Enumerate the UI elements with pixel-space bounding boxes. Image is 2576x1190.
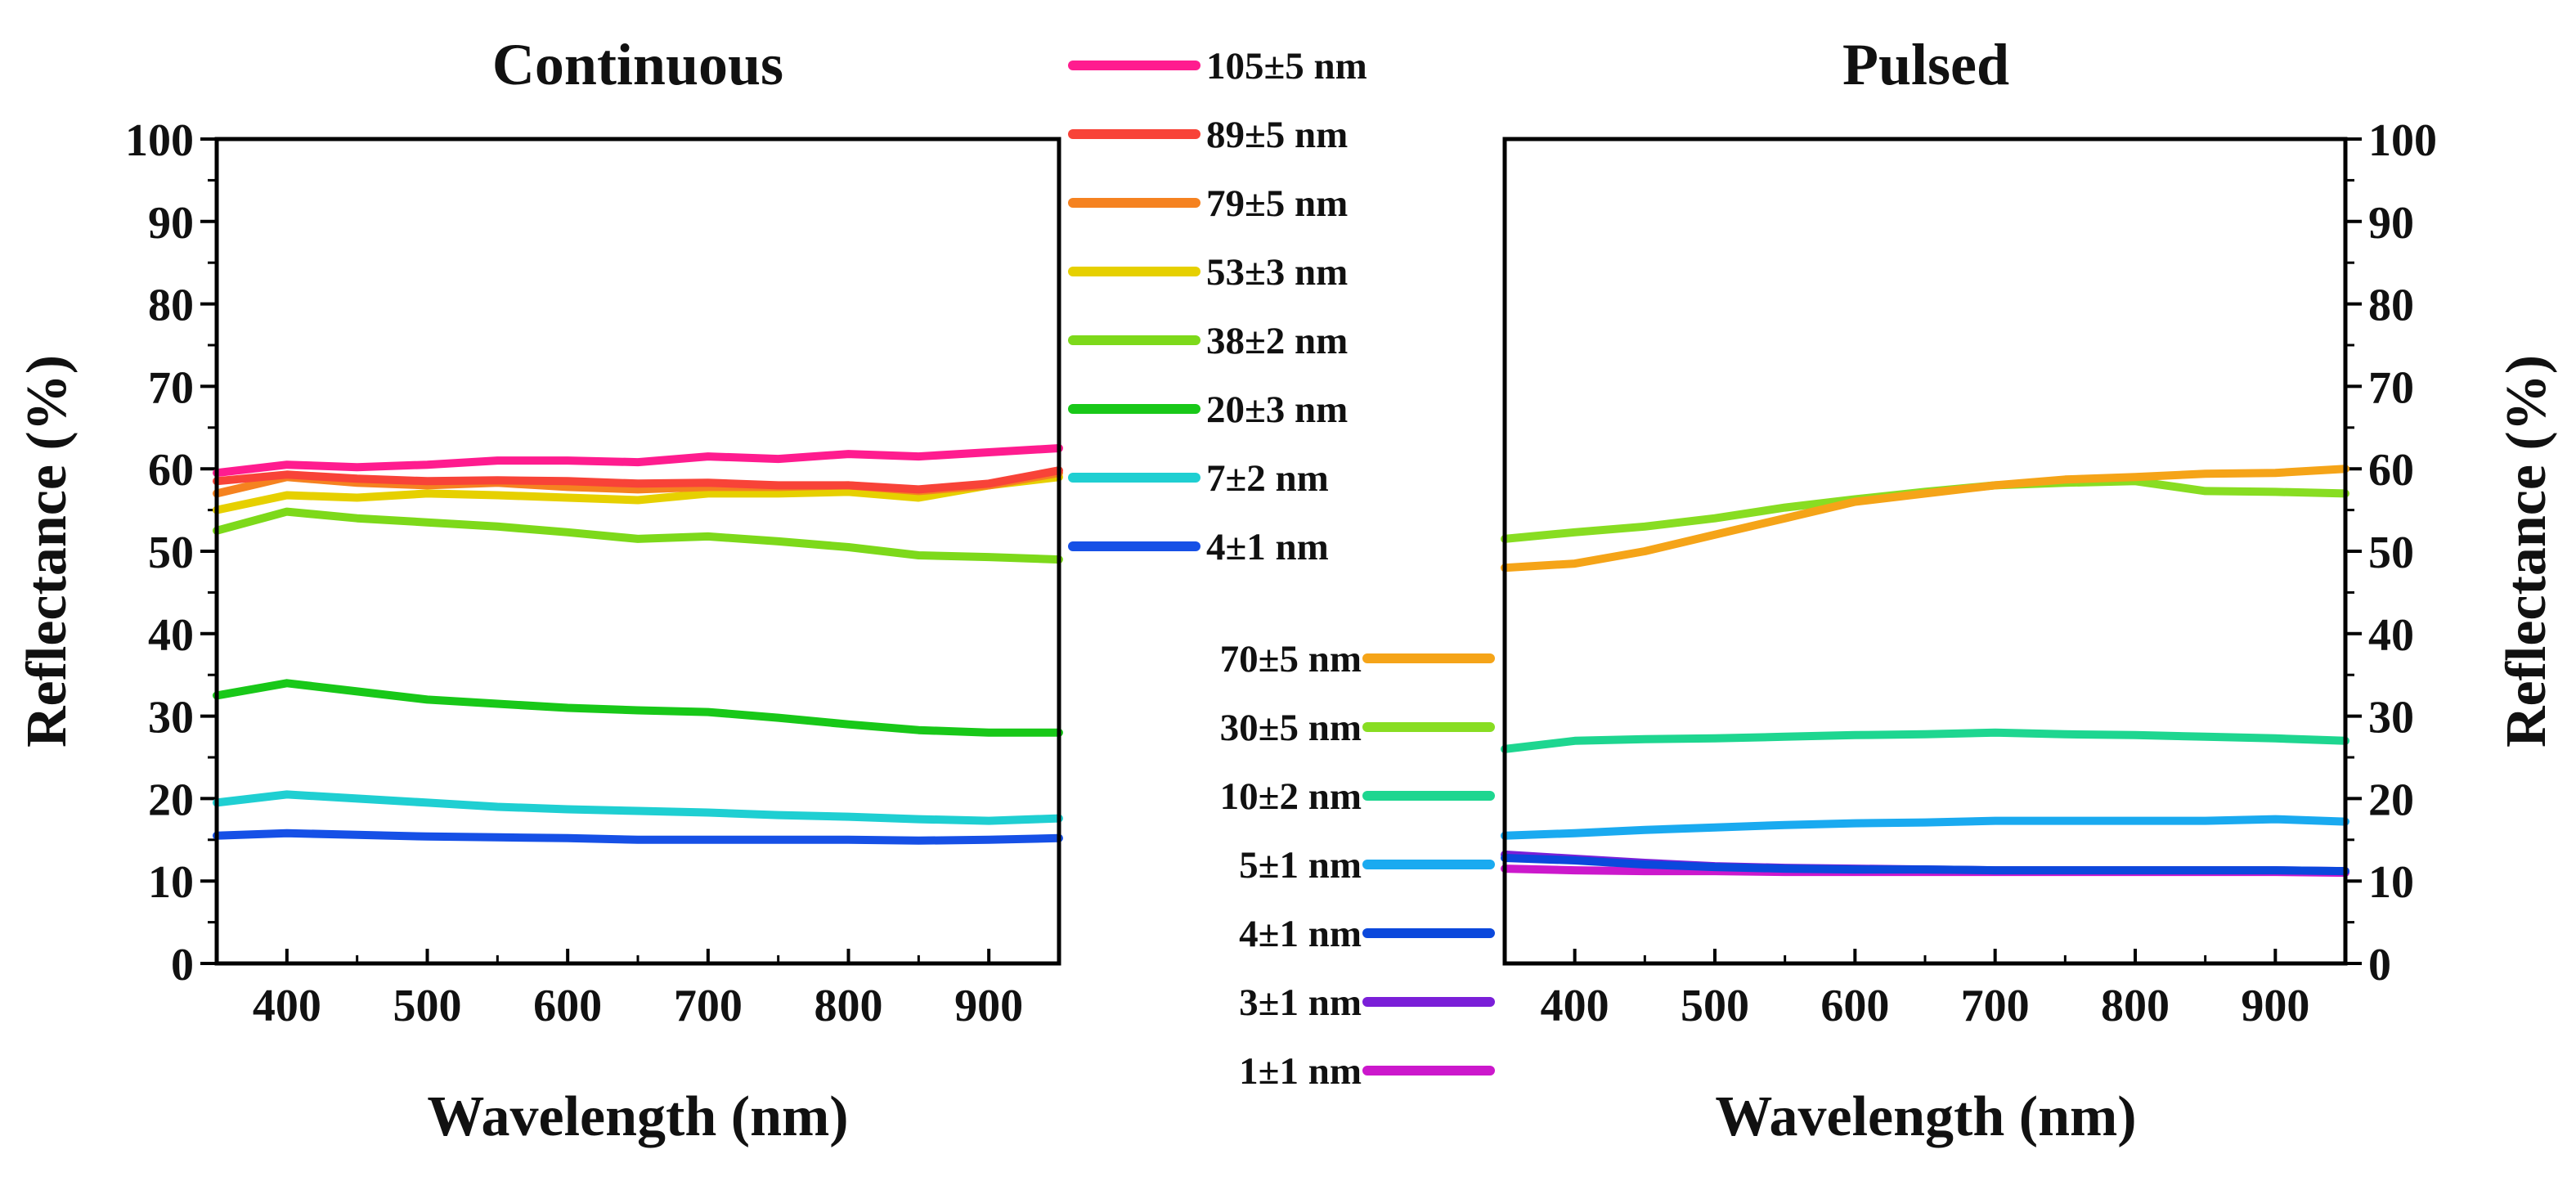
legend-label: 1±1 nm — [1239, 1050, 1362, 1093]
series-line-pulsed-10-pm-2-nm — [1501, 728, 2349, 753]
pulsed-x-tick-label: 600 — [1820, 981, 1889, 1031]
legend-item-pulsed-4-pm-1-nm: 4±1 nm — [1239, 913, 1495, 955]
series-line-continuous-20-pm-3-nm — [213, 679, 1063, 737]
continuous-y-tick-label: 60 — [148, 445, 194, 496]
continuous-plot-frame — [214, 137, 1061, 966]
continuous-x-axis-label: Wavelength (nm) — [427, 1085, 848, 1148]
pulsed-x-tick-label: 900 — [2241, 981, 2309, 1031]
legend-label: 105±5 nm — [1206, 45, 1367, 88]
pulsed-y-tick-label: 90 — [2368, 198, 2414, 249]
series-line-continuous-105-pm-5-nm — [213, 444, 1063, 478]
pulsed-y-tick-label: 10 — [2368, 857, 2414, 908]
legend-label: 38±2 nm — [1206, 320, 1348, 362]
legend-item-pulsed-5-pm-1-nm: 5±1 nm — [1239, 844, 1495, 887]
legend-label: 89±5 nm — [1206, 114, 1348, 156]
continuous-y-tick-label: 70 — [148, 362, 194, 413]
pulsed-y-tick-label: 0 — [2368, 940, 2391, 990]
pulsed-legend: 70±5 nm 30±5 nm 10±2 nm 5±1 nm 4±1 nm 3±1 nm 1… — [1220, 638, 1495, 1093]
pulsed-y-tick-label: 30 — [2368, 693, 2414, 743]
pulsed-ticks: 400 500 600 700 800 900 0 10 20 30 40 50 60 70 80 90 100 — [1503, 115, 2437, 1031]
legend-item-pulsed-30-pm-5-nm: 30±5 nm — [1220, 707, 1495, 749]
continuous-legend: 105±5 nm 89±5 nm 79±5 nm 53±3 nm 38±2 nm 20±3… — [1068, 45, 1367, 568]
legend-item-continuous-4-pm-1-nm: 4±1 nm — [1068, 526, 1329, 568]
legend-item-pulsed-1-pm-1-nm: 1±1 nm — [1239, 1050, 1495, 1093]
pulsed-y-tick-label: 50 — [2368, 528, 2414, 578]
series-line-pulsed-4-pm-1-nm — [1501, 854, 2349, 876]
legend-item-continuous-7-pm-2-nm: 7±2 nm — [1068, 457, 1329, 500]
continuous-y-tick-label: 80 — [148, 281, 194, 331]
continuous-x-tick-label: 800 — [815, 981, 883, 1031]
continuous-y-tick-label: 100 — [125, 115, 194, 166]
legend-item-continuous-20-pm-3-nm: 20±3 nm — [1068, 388, 1348, 431]
pulsed-y-tick-label: 20 — [2368, 775, 2414, 825]
continuous-y-tick-label: 40 — [148, 610, 194, 661]
series-line-continuous-89-pm-5-nm — [213, 466, 1063, 494]
continuous-y-tick-label: 90 — [148, 198, 194, 249]
legend-label: 4±1 nm — [1206, 526, 1329, 568]
legend-item-continuous-105-pm-5-nm: 105±5 nm — [1068, 45, 1367, 88]
continuous-y-tick-label: 0 — [171, 940, 194, 990]
legend-label: 30±5 nm — [1220, 707, 1362, 749]
continuous-x-tick-label: 500 — [393, 981, 462, 1031]
legend-label: 20±3 nm — [1206, 388, 1348, 431]
legend-label: 7±2 nm — [1206, 457, 1329, 500]
continuous-y-tick-label: 20 — [148, 775, 194, 825]
continuous-x-tick-label: 900 — [954, 981, 1023, 1031]
legend-label: 4±1 nm — [1239, 913, 1362, 955]
pulsed-y-axis-label: Reflectance (%) — [2495, 355, 2558, 748]
pulsed-y-tick-label: 100 — [2368, 115, 2437, 166]
continuous-x-tick-label: 400 — [253, 981, 321, 1031]
continuous-title: Continuous — [492, 32, 783, 97]
continuous-y-tick-label: 50 — [148, 528, 194, 578]
pulsed-y-tick-label: 70 — [2368, 362, 2414, 413]
continuous-y-tick-label: 10 — [148, 857, 194, 908]
pulsed-x-tick-label: 800 — [2101, 981, 2170, 1031]
legend-item-continuous-79-pm-5-nm: 79±5 nm — [1068, 182, 1348, 225]
pulsed-y-tick-label: 80 — [2368, 281, 2414, 331]
continuous-y-axis-label: Reflectance (%) — [16, 355, 79, 748]
legend-item-pulsed-70-pm-5-nm: 70±5 nm — [1220, 638, 1495, 680]
continuous-panel: Continuous 400 500 600 700 800 900 0 10 20 30 40 50… — [16, 32, 1367, 1148]
legend-label: 3±1 nm — [1239, 981, 1362, 1024]
pulsed-y-tick-label: 60 — [2368, 445, 2414, 496]
legend-label: 10±2 nm — [1220, 775, 1362, 818]
legend-item-continuous-38-pm-2-nm: 38±2 nm — [1068, 320, 1348, 362]
legend-label: 79±5 nm — [1206, 182, 1348, 225]
continuous-y-tick-label: 30 — [148, 693, 194, 743]
pulsed-x-tick-label: 400 — [1541, 981, 1609, 1031]
legend-item-continuous-89-pm-5-nm: 89±5 nm — [1068, 114, 1348, 156]
pulsed-panel: Pulsed 400 500 600 700 800 900 0 10 20 30 40 50 60 70… — [1220, 32, 2558, 1148]
pulsed-series — [1501, 465, 2349, 878]
legend-label: 53±3 nm — [1206, 251, 1348, 294]
series-line-continuous-7-pm-2-nm — [213, 790, 1063, 825]
continuous-ticks: 400 500 600 700 800 900 0 10 20 30 40 50 60 70 80 90 100 — [125, 115, 1061, 1031]
legend-item-pulsed-3-pm-1-nm: 3±1 nm — [1239, 981, 1495, 1024]
pulsed-y-tick-label: 40 — [2368, 610, 2414, 661]
continuous-series — [213, 444, 1063, 845]
continuous-x-tick-label: 600 — [533, 981, 602, 1031]
pulsed-x-axis-label: Wavelength (nm) — [1715, 1085, 2136, 1148]
pulsed-plot-frame — [1502, 137, 2348, 966]
legend-label: 5±1 nm — [1239, 844, 1362, 887]
pulsed-title: Pulsed — [1842, 32, 2009, 97]
series-line-pulsed-5-pm-1-nm — [1501, 815, 2349, 840]
legend-item-pulsed-10-pm-2-nm: 10±2 nm — [1220, 775, 1495, 818]
series-line-pulsed-70-pm-5-nm — [1501, 465, 2349, 573]
legend-label: 70±5 nm — [1220, 638, 1362, 680]
pulsed-x-tick-label: 500 — [1681, 981, 1749, 1031]
legend-item-continuous-53-pm-3-nm: 53±3 nm — [1068, 251, 1348, 294]
series-line-continuous-38-pm-2-nm — [213, 507, 1063, 564]
pulsed-x-tick-label: 700 — [1961, 981, 2030, 1031]
series-line-continuous-4-pm-1-nm — [213, 829, 1063, 845]
continuous-x-tick-label: 700 — [674, 981, 743, 1031]
series-line-continuous-53-pm-3-nm — [213, 473, 1063, 514]
